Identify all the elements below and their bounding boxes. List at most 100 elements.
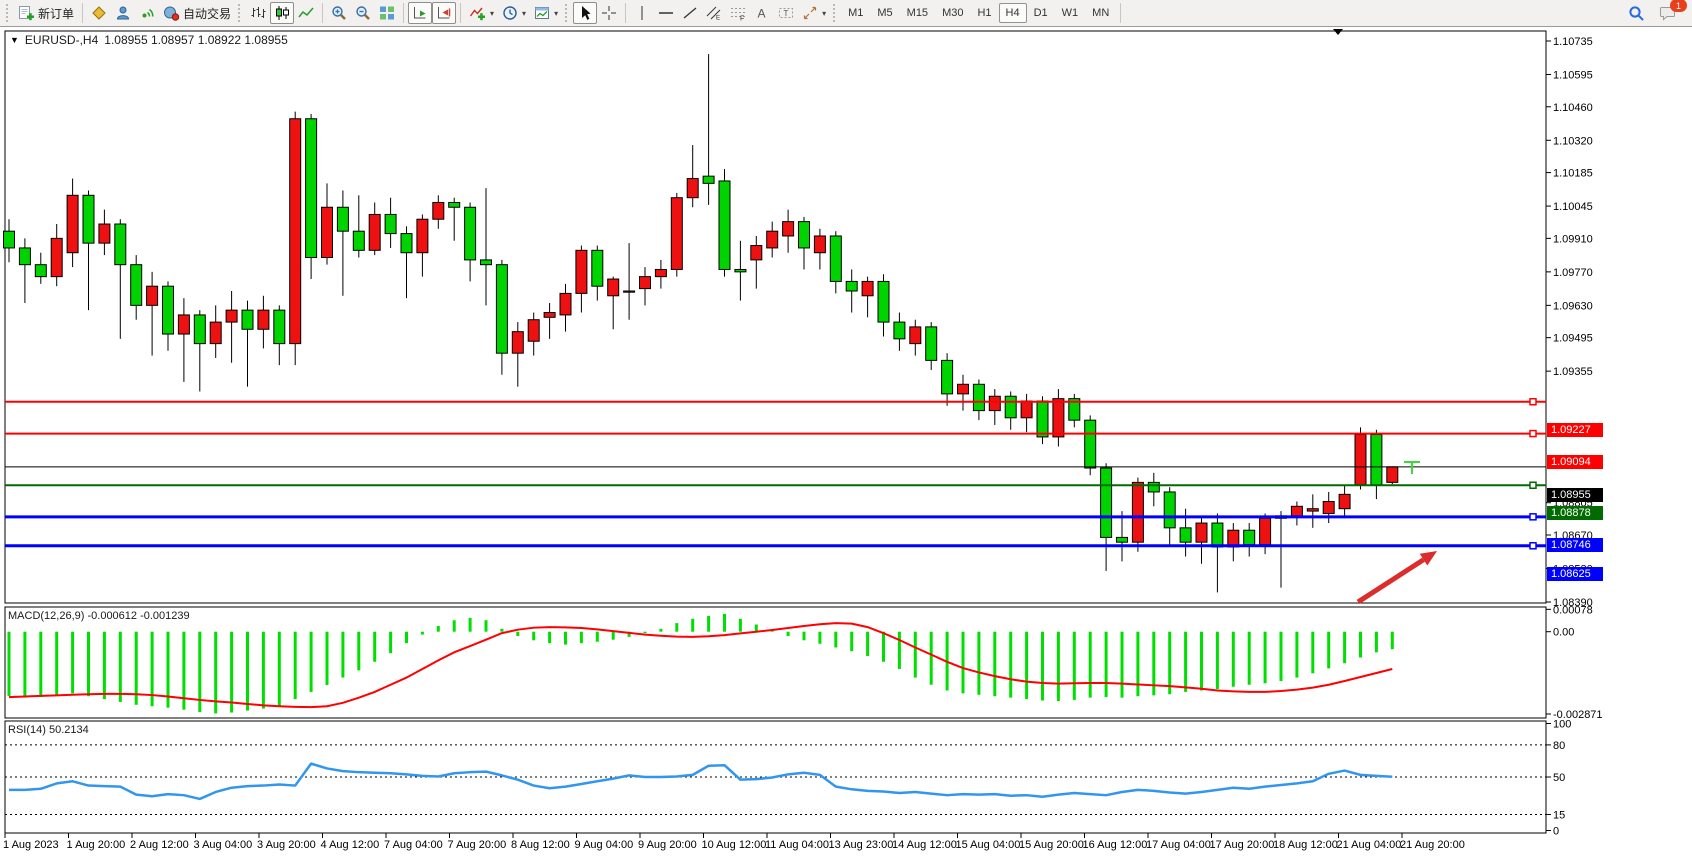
- signals-button[interactable]: [135, 2, 159, 24]
- trend-arrow-object[interactable]: [1356, 557, 1425, 605]
- equidistant-channel-button[interactable]: E: [702, 2, 726, 24]
- candle-body: [607, 278, 620, 297]
- timeframe-d1-button[interactable]: D1: [1027, 3, 1055, 23]
- macd-histogram-bar: [1263, 631, 1267, 684]
- vertical-line-icon: [634, 5, 650, 21]
- macd-histogram-bar: [882, 631, 885, 662]
- macd-histogram-bar: [866, 631, 870, 657]
- macd-histogram-bar: [850, 631, 854, 652]
- notifications-button[interactable]: 1: [1655, 0, 1687, 24]
- candle: [575, 245, 588, 313]
- macd-histogram-bar: [1231, 631, 1235, 687]
- candle: [829, 231, 842, 294]
- rsi-axis-label: 50: [1553, 772, 1565, 784]
- ohlc-values: 1.08955 1.08957 1.08922 1.08955: [104, 33, 288, 47]
- timeframe-m30-button[interactable]: M30: [935, 3, 970, 23]
- fibonacci-button[interactable]: F: [726, 2, 750, 24]
- time-axis-label: 17 Aug 20:00: [1210, 839, 1275, 851]
- timeframe-h4-button[interactable]: H4: [998, 3, 1027, 23]
- vertical-line-button[interactable]: [630, 2, 654, 24]
- rsi-line: [9, 762, 1393, 801]
- candle: [1338, 484, 1351, 519]
- time-axis-label: 14 Aug 12:00: [892, 839, 957, 851]
- chart-canvas[interactable]: 1.10735 1.10595 1.10460 1.10320 1.10185 1.100…: [0, 28, 1692, 856]
- line-anchor-handle[interactable]: [1529, 429, 1537, 438]
- macd-histogram-bar: [1390, 631, 1394, 650]
- candle-body: [782, 221, 795, 237]
- candle: [162, 281, 174, 351]
- candlestick-icon: [274, 5, 290, 21]
- line-anchor-handle[interactable]: [1529, 542, 1537, 550]
- indicators-button[interactable]: ▾: [465, 2, 498, 24]
- candle-body: [845, 280, 858, 292]
- arrow-objects-icon: [802, 5, 818, 21]
- timeframe-h1-button[interactable]: H1: [970, 3, 998, 23]
- macd-histogram-bar: [23, 631, 27, 698]
- chart-shift-button[interactable]: [432, 2, 457, 24]
- candle-body: [575, 249, 588, 294]
- candle-body: [1290, 505, 1303, 517]
- candlestick-chart-button[interactable]: [270, 2, 295, 24]
- time-axis-label: 21 Aug 20:00: [1400, 839, 1465, 851]
- candle-body: [813, 235, 826, 254]
- candle: [321, 183, 333, 265]
- trendline-button[interactable]: [678, 2, 702, 24]
- toolbar-grip: [833, 4, 838, 22]
- line-anchor-handle[interactable]: [1529, 481, 1537, 490]
- line-chart-button[interactable]: [294, 2, 318, 24]
- cursor-button[interactable]: [573, 2, 598, 24]
- text-button[interactable]: A: [750, 2, 774, 24]
- auto-scroll-button[interactable]: [408, 2, 433, 24]
- signal-waves-icon: [139, 5, 155, 21]
- timeframe-mn-button[interactable]: MN: [1085, 3, 1116, 23]
- timeframe-m1-button[interactable]: M1: [841, 3, 870, 23]
- candle: [18, 238, 31, 303]
- timeframe-m5-button[interactable]: M5: [870, 3, 899, 23]
- candle-body: [1179, 527, 1192, 543]
- profile-button[interactable]: [111, 2, 135, 24]
- candle: [352, 195, 365, 258]
- candle-body: [972, 383, 985, 412]
- price-axis-label: 1.09495: [1553, 333, 1593, 345]
- macd-histogram-bar: [627, 631, 631, 637]
- horizontal-line-button[interactable]: [654, 2, 678, 24]
- green-t-marker-object[interactable]: [1404, 461, 1420, 474]
- line-anchor-handle[interactable]: [1529, 398, 1537, 406]
- macd-histogram-bar: [293, 631, 297, 700]
- line-anchor-handle[interactable]: [1529, 513, 1537, 521]
- chart-shift-marker[interactable]: [1333, 29, 1343, 35]
- macd-histogram-bar: [913, 631, 917, 678]
- timeframe-m15-button[interactable]: M15: [900, 3, 935, 23]
- separator: [625, 3, 627, 23]
- text-label-button[interactable]: T: [774, 2, 798, 24]
- candle-body: [321, 206, 333, 259]
- templates-button[interactable]: ▾: [530, 2, 562, 24]
- time-axis-label: 3 Aug 04:00: [194, 839, 253, 851]
- zoom-in-button[interactable]: [327, 2, 351, 24]
- candle: [82, 190, 95, 311]
- macd-histogram-bar: [405, 631, 408, 644]
- zoom-out-button[interactable]: [351, 2, 375, 24]
- tile-windows-button[interactable]: [375, 2, 399, 24]
- styler-button[interactable]: [87, 2, 111, 24]
- rsi-axis-label: 80: [1553, 740, 1565, 752]
- bar-chart-button[interactable]: [246, 2, 270, 24]
- price-axis-label: 1.10595: [1553, 69, 1593, 81]
- periods-button[interactable]: ▾: [498, 2, 530, 24]
- expand-triangle-icon[interactable]: ▼: [10, 35, 19, 45]
- arrows-button[interactable]: ▾: [798, 2, 830, 24]
- crosshair-button[interactable]: [597, 2, 621, 24]
- macd-histogram-bar: [118, 631, 122, 702]
- toolbar-grip: [238, 4, 243, 22]
- timeframe-w1-button[interactable]: W1: [1055, 3, 1086, 23]
- auto-trading-button[interactable]: 自动交易: [159, 2, 235, 24]
- chart-area[interactable]: 1.10735 1.10595 1.10460 1.10320 1.10185 1.100…: [0, 28, 1692, 856]
- new-order-button[interactable]: 新订单: [14, 2, 78, 24]
- time-axis-label: 17 Aug 04:00: [1146, 839, 1211, 851]
- macd-histogram-bar: [484, 620, 488, 632]
- macd-histogram-bar: [611, 631, 615, 640]
- candle-body: [1259, 517, 1272, 546]
- search-button[interactable]: [1624, 2, 1649, 24]
- candle-body: [3, 230, 15, 249]
- macd-pane[interactable]: [4, 606, 1547, 719]
